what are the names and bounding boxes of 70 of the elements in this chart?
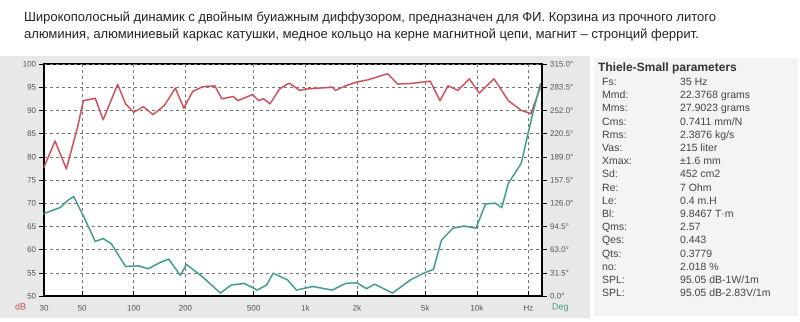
y2-tick-label: 220.5°: [550, 129, 574, 138]
y2-tick-label: 283.5°: [550, 82, 574, 92]
x-tick-label: 10k: [470, 304, 484, 312]
y2-tick-label: 189.0°: [550, 152, 574, 162]
x-tick-label: Hz: [524, 304, 534, 312]
y2-tick-label: 157.5°: [550, 176, 574, 184]
text: 2.3876 kg/s: [680, 128, 734, 142]
text: Mmd:: [601, 89, 630, 102]
text: 22.3768 grams: [680, 89, 750, 102]
x-tick-label: 2k: [352, 304, 362, 312]
text: 215 liter: [680, 142, 718, 156]
text: Vas:: [601, 142, 624, 156]
text: 0.3779: [680, 248, 712, 261]
text: Re:: [601, 182, 620, 195]
text: Qms:: [601, 221, 628, 234]
y2-tick-label: 31.5°: [550, 268, 569, 278]
x-tick-label: 30: [40, 304, 49, 312]
y2-axis-title: Deg: [552, 302, 569, 312]
text: SPL:: [601, 274, 626, 288]
text: Thiele-Small parameters: [598, 60, 738, 74]
y-tick-label: 90: [27, 106, 37, 115]
x-tick-label: 1k: [301, 304, 310, 312]
y-axis-title: dB: [14, 302, 26, 312]
text: ±1.6 mm: [680, 155, 721, 168]
y-tick-label: 65: [27, 222, 37, 231]
y-tick-label: 55: [27, 268, 37, 278]
text: Bl:: [601, 208, 616, 222]
y2-tick-label: 94.5°: [550, 222, 569, 231]
y2-tick-label: 252.0°: [550, 106, 574, 115]
text: 0.7411 mm/N: [680, 116, 742, 129]
x-tick-label: 500: [246, 304, 261, 312]
text: Le:: [601, 194, 618, 208]
text: Qts:: [601, 248, 622, 261]
text: Fs:: [601, 76, 618, 90]
chart-title: Широкополосный динамик с двойным буиажным диффузором, предназначен для ФИ. Корзина из прочного литого алюминия, алюминиевый каркас катушки, медное кольцо на керне магнитной цепи, магнит – стронций феррит.: [24, 8, 717, 42]
y-tick-label: 60: [27, 245, 37, 254]
x-tick-label: 5k: [420, 304, 430, 312]
text: Mms:: [601, 102, 629, 116]
text: SPL:: [601, 287, 626, 300]
y-tick-label: 85: [27, 129, 37, 138]
text: 95.05 dB-1W/1m: [680, 274, 759, 288]
text: Cms:: [601, 116, 628, 129]
text: 0.4 m.H: [680, 194, 717, 208]
y2-tick-label: 126.0°: [550, 198, 574, 208]
text: 452 cm2: [680, 168, 720, 182]
text: 2.57: [680, 221, 700, 234]
y2-tick-label: 63.0°: [550, 245, 569, 254]
text: Rms:: [601, 128, 628, 142]
y-tick-label: 100: [22, 60, 37, 68]
x-tick-label: 100: [127, 304, 141, 312]
x-tick-label: 50: [78, 304, 88, 312]
y-tick-label: 50: [27, 292, 37, 300]
y-tick-label: 70: [27, 198, 37, 208]
text: 35 Hz: [680, 76, 708, 90]
text: 95.05 dB-2.83V/1m: [680, 287, 770, 300]
text: 2.018 %: [680, 260, 719, 274]
y2-tick-label: 0.0°: [550, 292, 564, 300]
text: Xmax:: [601, 155, 633, 168]
text: Sd:: [601, 168, 619, 182]
text: 27.9023 grams: [680, 102, 750, 116]
text: 9.8467 T·m: [680, 208, 734, 222]
y-tick-label: 95: [27, 82, 37, 92]
text: 7 Ohm: [680, 182, 712, 195]
text: no:: [601, 260, 618, 274]
text: Qes:: [601, 234, 626, 248]
text: 0.443: [680, 234, 706, 248]
x-tick-label: 200: [178, 304, 193, 312]
y-tick-label: 75: [27, 176, 37, 184]
y2-tick-label: 315.0°: [550, 60, 574, 68]
y-tick-label: 80: [27, 152, 37, 162]
